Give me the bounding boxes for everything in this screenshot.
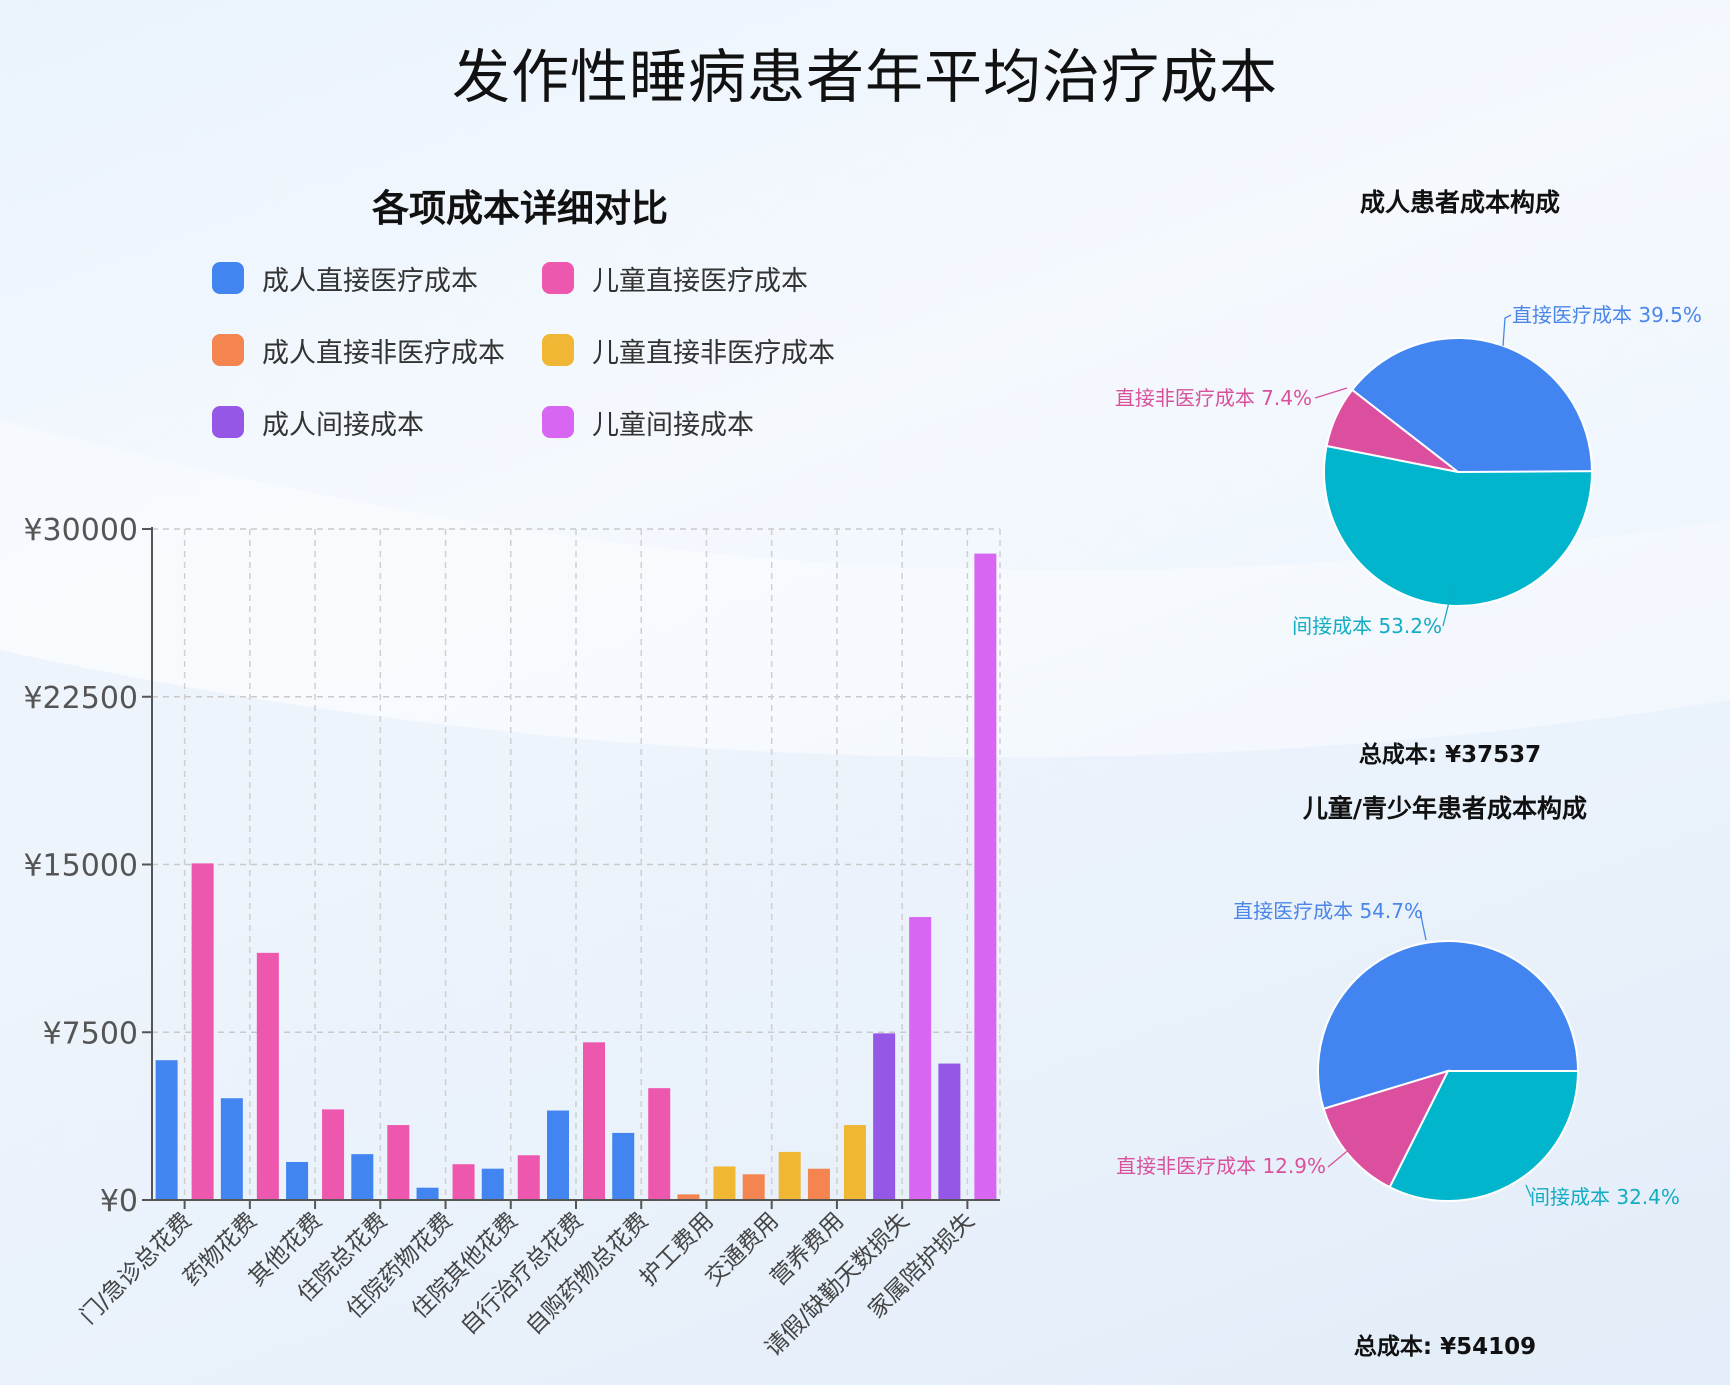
legend-swatch [212, 406, 244, 438]
bar-adult [612, 1132, 635, 1200]
bar-child [843, 1125, 866, 1200]
bar-adult [938, 1063, 961, 1200]
bar-adult [351, 1154, 374, 1200]
bar-child [452, 1164, 475, 1200]
pie-leader-line [1419, 910, 1427, 941]
pie-slice-label: 直接医疗成本 54.7% [1233, 899, 1423, 923]
bar-child [256, 952, 279, 1200]
pie-leader-line [1525, 1184, 1532, 1198]
bar-adult [547, 1110, 569, 1200]
y-tick-label: ¥30000 [23, 513, 138, 548]
legend-item-child-direct-medical[interactable]: 儿童直接医疗成本 [542, 258, 808, 298]
bar-child [517, 1155, 540, 1200]
y-tick-label: ¥7500 [43, 1016, 138, 1051]
legend-label: 成人直接非医疗成本 [262, 337, 505, 369]
pie-leader-line [1442, 585, 1454, 627]
bar-child [648, 1088, 671, 1200]
pie-leader-line [1502, 314, 1512, 347]
pie-leader-line [1327, 1142, 1358, 1168]
legend-item-adult-indirect[interactable]: 成人间接成本 [212, 402, 424, 442]
bar-child [974, 553, 997, 1200]
bar-child [713, 1166, 736, 1200]
legend-swatch [542, 262, 574, 294]
legend-swatch [542, 334, 574, 366]
bar-adult [155, 1060, 178, 1200]
adult-pie-title: 成人患者成本构成 [1359, 188, 1560, 217]
bar-adult [873, 1033, 896, 1200]
child-pie-total: 总成本: ¥54109 [1353, 1334, 1537, 1360]
bar-adult [416, 1187, 439, 1200]
bar-adult [742, 1174, 765, 1200]
legend-label: 成人直接医疗成本 [262, 265, 478, 297]
y-tick-label: ¥15000 [23, 849, 138, 884]
pie-slice [1388, 1070, 1580, 1202]
pie-slice-label: 直接非医疗成本 12.9% [1116, 1154, 1326, 1178]
bar-child [778, 1151, 801, 1200]
legend-swatch [212, 334, 244, 366]
bar-adult [481, 1168, 504, 1200]
pie-slice-label: 间接成本 32.4% [1530, 1185, 1680, 1209]
legend-label: 成人间接成本 [262, 409, 424, 441]
legend-swatch [212, 262, 244, 294]
pie-slice-label: 间接成本 53.2% [1292, 614, 1442, 638]
y-tick-label: ¥0 [100, 1184, 138, 1219]
page-title: 发作性睡病患者年平均治疗成本 [451, 43, 1278, 111]
pie-slice-label: 直接非医疗成本 7.4% [1115, 386, 1312, 410]
legend-item-adult-direct-nonmedical[interactable]: 成人直接非医疗成本 [212, 330, 505, 370]
bar-chart-legend: 成人直接医疗成本 儿童直接医疗成本 成人直接非医疗成本 儿童直接非医疗成本 成人… [212, 258, 912, 448]
adult-pie-total: 总成本: ¥37537 [1358, 742, 1542, 768]
legend-label: 儿童直接非医疗成本 [592, 337, 835, 369]
legend-item-child-direct-nonmedical[interactable]: 儿童直接非医疗成本 [542, 330, 835, 370]
pie-leader-line [1314, 387, 1348, 399]
bar-adult [677, 1194, 700, 1200]
bar-adult [807, 1168, 830, 1200]
y-tick-label: ¥22500 [23, 681, 138, 716]
bar-adult [286, 1161, 309, 1200]
legend-item-adult-direct-medical[interactable]: 成人直接医疗成本 [212, 258, 478, 298]
legend-item-child-indirect[interactable]: 儿童间接成本 [542, 402, 754, 442]
pie-slice-label: 直接医疗成本 39.5% [1512, 303, 1702, 327]
pie-slice [1323, 444, 1594, 607]
legend-label: 儿童直接医疗成本 [592, 265, 808, 297]
bar-child [191, 863, 214, 1200]
legend-label: 儿童间接成本 [592, 409, 754, 441]
bar-chart-title: 各项成本详细对比 [372, 187, 668, 230]
bar-child [387, 1125, 410, 1200]
bar-adult [220, 1098, 243, 1200]
child-pie-title: 儿童/青少年患者成本构成 [1302, 794, 1588, 823]
bar-child [583, 1042, 605, 1200]
pie-slice [1322, 1069, 1450, 1189]
legend-swatch [542, 406, 574, 438]
bar-child [909, 917, 932, 1200]
pie-slice [1317, 939, 1580, 1111]
pie-slice [1350, 337, 1594, 473]
bar-child [322, 1109, 345, 1200]
